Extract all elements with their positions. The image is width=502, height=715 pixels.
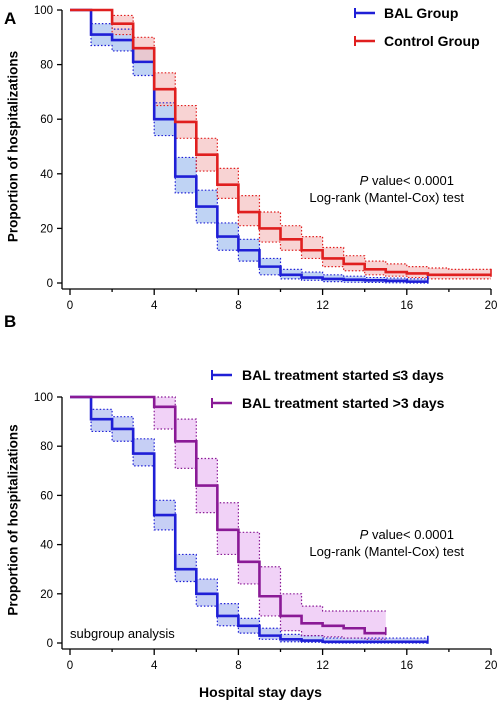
ci-upper-line-series-0 (70, 396, 428, 639)
y-tick-label: 0 (47, 278, 53, 290)
y-tick-label: 100 (34, 5, 53, 17)
y-tick-label: 20 (40, 223, 53, 235)
legend-label: BAL treatment started ≤3 days (242, 367, 444, 383)
x-tick-label: 4 (151, 300, 158, 312)
annotation-p-value: P value< 0.0001 (360, 527, 454, 542)
x-tick-label: 20 (485, 300, 498, 312)
y-tick-label: 100 (34, 392, 53, 404)
panel-label: A (4, 9, 16, 28)
annotation-test-name: Log-rank (Mantel-Cox) test (309, 544, 464, 559)
x-tick-label: 20 (485, 660, 498, 672)
panel-b: 0 20 40 60 80 100 0 4 8 12 16 20 B Proportion of hosp… (4, 312, 497, 700)
y-tick-label: 20 (40, 589, 53, 601)
x-axis-label: Hospital stay days (199, 684, 322, 700)
ci-upper-line-series-1 (70, 9, 491, 270)
p-value-text: value< 0.0001 (368, 527, 454, 542)
km-line-series-0 (70, 395, 428, 644)
x-tick-label: 12 (316, 300, 329, 312)
y-tick-label: 40 (40, 540, 53, 552)
legend-label: BAL treatment started >3 days (242, 395, 445, 411)
x-tick-label: 8 (235, 300, 241, 312)
ci-lower-line-series-1 (70, 396, 386, 640)
y-tick-label: 40 (40, 169, 53, 181)
p-symbol: P (360, 173, 369, 188)
x-tick-label: 0 (67, 300, 73, 312)
km-line-series-0 (70, 8, 428, 283)
ci-band-series-0 (70, 10, 428, 283)
x-tick-label: 16 (400, 660, 413, 672)
ci-upper-line-series-1 (70, 396, 386, 612)
x-tick-label: 4 (151, 660, 158, 672)
y-axis-label: Proportion of hospitalizations (6, 51, 21, 242)
ci-band-series-0 (70, 397, 428, 643)
legend-label: Control Group (384, 33, 480, 49)
subgroup-note: subgroup analysis (70, 626, 175, 641)
y-tick-label: 0 (47, 638, 53, 650)
y-tick-label: 60 (40, 490, 53, 502)
annotation-test-name: Log-rank (Mantel-Cox) test (309, 190, 464, 205)
p-symbol: P (360, 527, 369, 542)
y-tick-label: 80 (40, 60, 53, 72)
km-line-series-1 (70, 395, 386, 635)
x-tick-label: 0 (67, 660, 73, 672)
x-tick-label: 8 (235, 660, 241, 672)
ci-lower-line-series-0 (70, 9, 428, 284)
ci-band-series-1 (70, 397, 386, 640)
y-tick-label: 80 (40, 441, 53, 453)
km-line-series-1 (70, 8, 491, 277)
p-value-text: value< 0.0001 (368, 173, 454, 188)
y-tick-label: 60 (40, 114, 53, 126)
ci-lower-line-series-1 (70, 9, 491, 280)
annotation-p-value: P value< 0.0001 (360, 173, 454, 188)
panel-a: 0 20 40 60 80 100 0 4 8 12 16 20 A Proportion of hosp… (4, 5, 497, 312)
x-tick-label: 12 (316, 660, 329, 672)
y-axis-label: Proportion of hospitalizations (6, 424, 21, 615)
x-tick-label: 16 (400, 300, 413, 312)
panel-label: B (4, 312, 16, 331)
legend-label: BAL Group (384, 5, 458, 21)
